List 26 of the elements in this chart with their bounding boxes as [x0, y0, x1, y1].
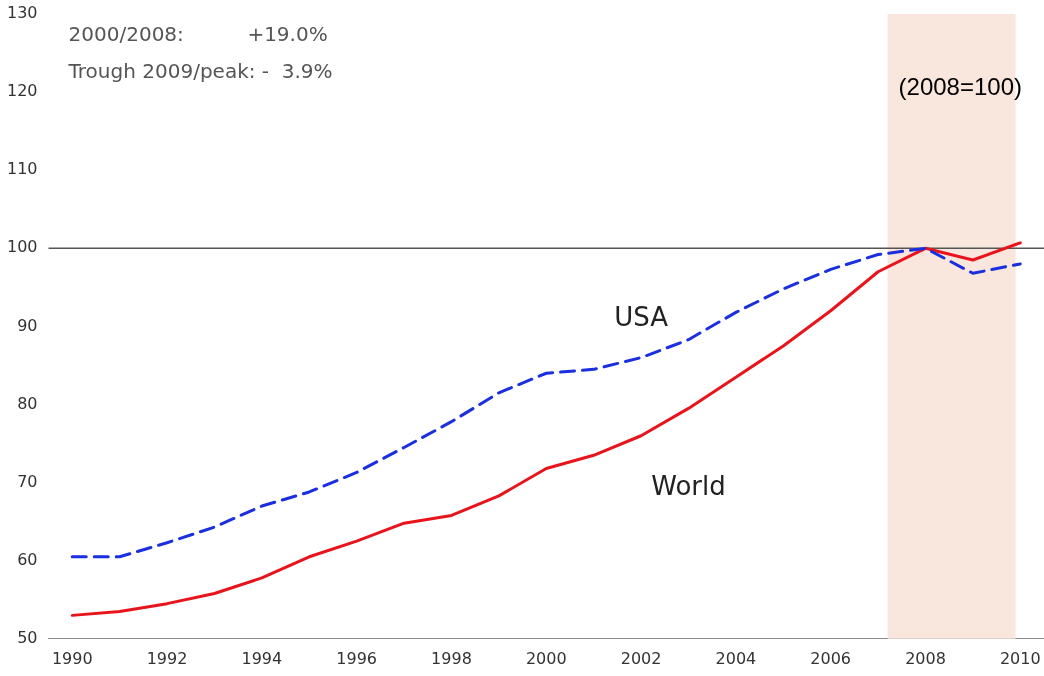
x-tick-label: 1998	[431, 648, 472, 668]
series-label: USA	[614, 302, 669, 333]
annotation: (2008=100)	[898, 72, 1022, 100]
x-tick-label: 2004	[715, 648, 757, 668]
y-tick-label: 110	[6, 159, 38, 179]
line-series	[70, 246, 1022, 559]
annotation: Trough 2009/peak: - 3.9%	[67, 59, 333, 84]
series-label: World	[651, 471, 726, 502]
x-tick-label: 2008	[905, 648, 946, 668]
y-tick-label: 120	[6, 81, 38, 101]
x-tick-label: 2002	[620, 648, 662, 668]
x-tick-label: 2010	[999, 648, 1041, 668]
x-tick-label: 1990	[51, 648, 93, 668]
y-tick-label: 130	[6, 3, 38, 23]
x-tick-label: 1992	[146, 648, 188, 668]
y-tick-label: 70	[17, 471, 38, 491]
x-tick-label: 1996	[336, 648, 378, 668]
y-tick-label: 60	[17, 549, 38, 569]
annotation: 2000/2008: +19.0%	[68, 22, 328, 47]
y-tick-label: 80	[17, 393, 38, 413]
x-tick-label: 2006	[810, 648, 852, 668]
x-tick-label: 2000	[525, 648, 567, 668]
y-tick-label: 100	[6, 237, 38, 257]
x-tick-label: 1994	[241, 648, 283, 668]
y-tick-label: 50	[17, 627, 38, 647]
y-tick-label: 90	[17, 315, 38, 335]
